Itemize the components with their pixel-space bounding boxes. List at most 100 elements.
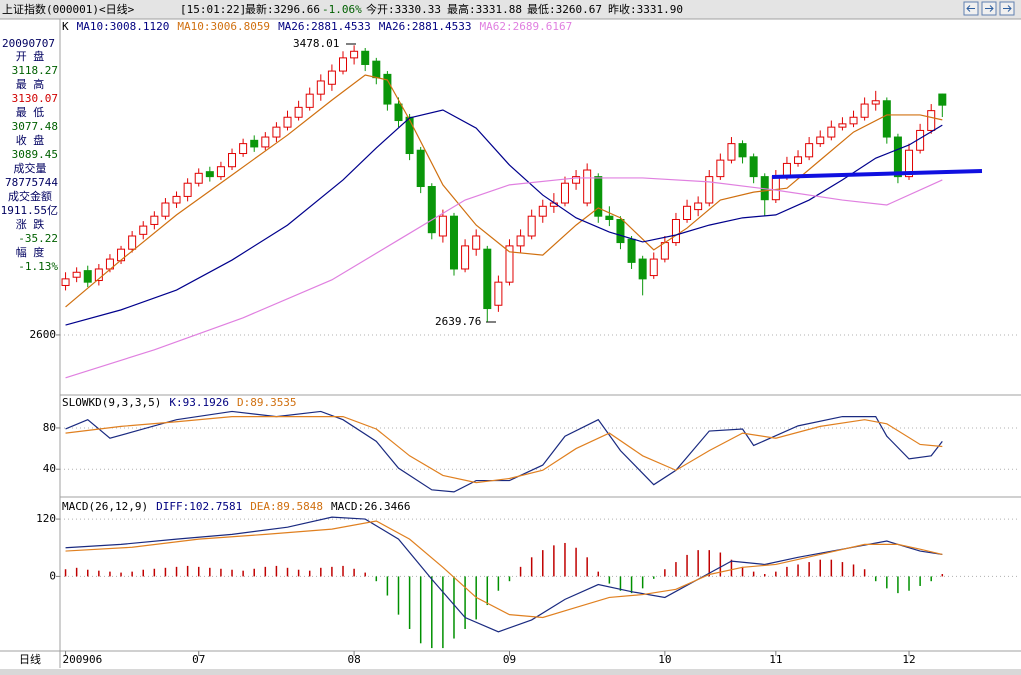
info-value: 3077.48 — [12, 120, 58, 133]
candle-body — [938, 93, 947, 106]
x-tick-label: 200906 — [63, 653, 103, 666]
button-icons — [966, 5, 1012, 12]
candle-body — [161, 202, 170, 217]
candle-body — [594, 176, 603, 217]
candle-body — [183, 182, 192, 197]
candle-body — [172, 195, 181, 204]
indicator-line — [65, 74, 943, 308]
candle-body — [316, 80, 325, 95]
candle-body — [749, 156, 758, 178]
candle-body — [805, 143, 814, 158]
info-value: 3130.07 — [12, 92, 58, 105]
info-label: 最 高 — [16, 77, 45, 91]
candle-body — [716, 159, 725, 178]
candle-body — [383, 73, 392, 105]
candle-body — [671, 218, 680, 244]
prev-close: 昨收:3331.90 — [608, 2, 683, 16]
candle-body — [572, 176, 581, 184]
info-value: 3089.45 — [12, 148, 58, 161]
info-label: 成交量 — [14, 161, 47, 175]
candle-body — [239, 143, 248, 155]
high-annotation: 3478.01 — [293, 37, 339, 50]
indicator-line — [65, 109, 943, 326]
candle-body — [83, 270, 92, 283]
legend-entry: MA62:2689.6167 — [480, 20, 573, 33]
candle-body — [882, 100, 891, 138]
candle-body — [405, 116, 414, 155]
candle-body — [194, 172, 203, 184]
candle-body — [527, 215, 536, 237]
plot-area: 2600 K MA10:3008.1120 MA10:3006.8059 MA26:28… — [30, 20, 1020, 666]
trend-line — [771, 169, 983, 179]
legend-entry: SLOWKD(9,3,3,5) — [62, 396, 161, 409]
info-label: 最 低 — [16, 106, 45, 119]
candle-body — [871, 100, 880, 105]
x-tick-label: 11 — [769, 653, 782, 666]
nav-buttons[interactable] — [963, 1, 1015, 16]
candle-body — [272, 126, 281, 138]
info-label: 开 盘 — [16, 49, 45, 63]
candle-body — [694, 202, 703, 211]
x-tick-label: 09 — [503, 653, 516, 666]
indicator-line — [65, 416, 943, 484]
legend-entry: K:93.1926 — [169, 396, 229, 409]
x-tick-label: 10 — [658, 653, 671, 666]
candle-body — [827, 126, 836, 138]
legend-entry: MA10:3006.8059 — [177, 20, 270, 33]
latest: 最新:3296.66 — [245, 2, 320, 16]
indicator-line — [65, 410, 943, 493]
candle-body — [705, 176, 714, 204]
info-label: 幅 度 — [16, 245, 45, 259]
candle-body — [616, 218, 625, 244]
y-tick-label: 40 — [43, 462, 56, 475]
candle-body — [327, 70, 336, 85]
y-tick-label: 80 — [43, 421, 56, 434]
candle-body — [372, 60, 381, 79]
candle-body — [228, 153, 237, 168]
candle-body — [927, 110, 936, 131]
candle-body — [627, 238, 636, 263]
candle-body — [438, 215, 447, 237]
candle-body — [905, 149, 914, 178]
legend-entry: MA10:3008.1120 — [77, 20, 170, 33]
candle-body — [483, 248, 492, 310]
candle-body — [516, 235, 525, 247]
period-label: 日线 — [19, 652, 41, 666]
info-value: 78775744 — [5, 176, 58, 189]
candle-body — [94, 268, 103, 282]
candle-body — [394, 103, 403, 122]
info-label: 收 盘 — [16, 133, 45, 147]
indicator-line — [65, 177, 943, 379]
low: 最低:3260.67 — [527, 3, 602, 16]
info-value: 3118.27 — [12, 64, 58, 77]
change: -1.06% — [322, 3, 362, 16]
candle-body — [283, 116, 292, 128]
legend-entry: DEA:89.5848 — [250, 500, 323, 513]
info-label: 涨 跌 — [16, 217, 45, 231]
candle-body — [649, 258, 658, 277]
info-value: 1911.55亿 — [1, 204, 58, 217]
high: 最高:3331.88 — [447, 2, 522, 16]
candle-body — [416, 149, 425, 188]
candle-body — [361, 50, 370, 65]
candle-body — [139, 225, 148, 235]
info-label: 成交金额 — [8, 189, 52, 203]
candle-body — [849, 116, 858, 125]
legend-entry: MACD(26,12,9) — [62, 500, 148, 513]
legend-entry: K — [62, 20, 69, 33]
candle-body — [505, 245, 514, 283]
candle-body — [683, 205, 692, 220]
status-bar — [0, 669, 1021, 675]
candle-body — [860, 103, 869, 118]
candle-body — [294, 106, 303, 118]
x-tick-label: 12 — [902, 653, 915, 666]
info-value: -1.13% — [18, 260, 58, 273]
indicator-line — [65, 516, 943, 633]
indicator-line — [65, 520, 943, 619]
x-tick-label: 08 — [347, 653, 360, 666]
candle-body — [449, 215, 458, 270]
info-date: 20090707 — [2, 37, 55, 50]
candle-body — [427, 186, 436, 234]
low-annotation: 2639.76 — [435, 315, 481, 328]
